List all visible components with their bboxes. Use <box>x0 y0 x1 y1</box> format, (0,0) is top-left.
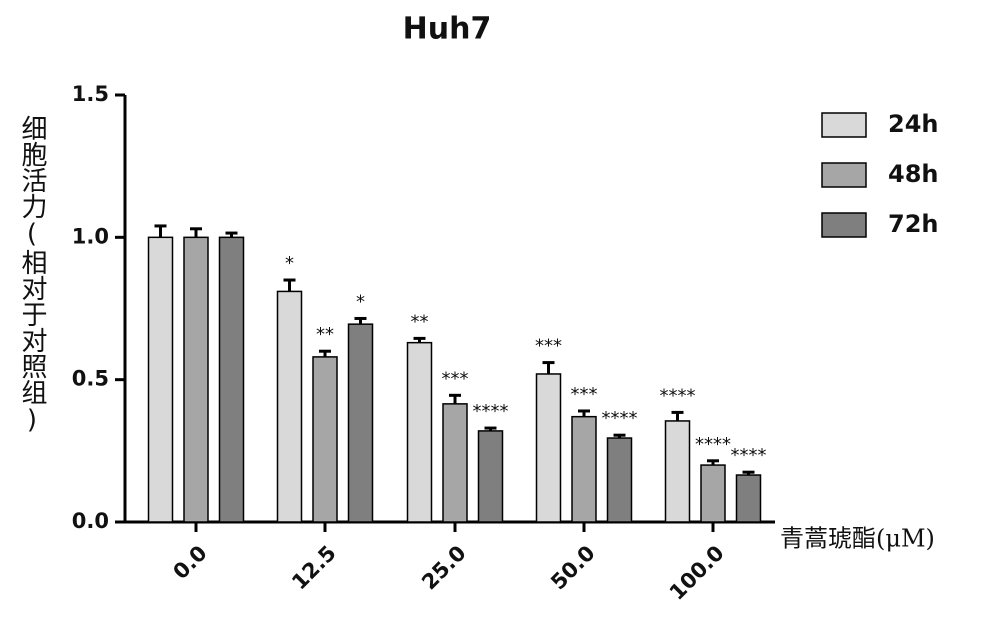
bar <box>312 356 338 523</box>
significance-label: *** <box>571 384 598 405</box>
legend-swatch <box>821 112 867 138</box>
y-tick-label: 1.5 <box>72 82 109 106</box>
bar <box>700 464 726 523</box>
y-axis-label: 细胞活力(相对于对照组) <box>17 115 47 435</box>
significance-label: **** <box>602 408 638 429</box>
bar <box>347 323 374 523</box>
bar <box>571 415 597 523</box>
x-tick-label: 0.0 <box>169 541 212 584</box>
bar <box>535 373 562 523</box>
legend-label: 72h <box>888 210 938 238</box>
significance-label: * <box>285 253 294 274</box>
x-tick-label: 12.5 <box>287 541 341 595</box>
bar <box>183 236 209 523</box>
bar <box>276 290 303 523</box>
legend-label: 48h <box>888 160 938 188</box>
bar <box>735 474 762 523</box>
y-tick-label: 0.5 <box>72 367 109 391</box>
significance-label: ** <box>411 311 429 332</box>
significance-label: * <box>356 291 365 312</box>
bar <box>606 437 633 523</box>
significance-label: *** <box>535 336 562 357</box>
significance-label: ** <box>316 324 334 345</box>
y-tick-label: 0.0 <box>72 509 109 533</box>
x-axis-label: 青蒿琥酯(μM) <box>780 525 935 553</box>
significance-label: *** <box>442 368 469 389</box>
x-tick-label: 25.0 <box>417 541 471 595</box>
significance-label: **** <box>731 445 767 466</box>
x-tick-label: 100.0 <box>665 541 729 605</box>
significance-label: **** <box>695 434 731 455</box>
significance-label: **** <box>660 385 696 406</box>
significance-label: **** <box>473 401 509 422</box>
bar <box>442 403 468 523</box>
bar <box>147 236 174 523</box>
bar <box>477 430 504 523</box>
bar <box>218 236 245 523</box>
bar <box>406 341 433 523</box>
chart-title: Huh7 <box>403 12 492 47</box>
legend-label: 24h <box>888 110 938 138</box>
legend-swatch <box>821 212 867 238</box>
legend-swatch <box>821 162 867 188</box>
bar <box>664 420 691 523</box>
x-tick-label: 50.0 <box>546 541 600 595</box>
y-tick-label: 1.0 <box>72 224 109 248</box>
